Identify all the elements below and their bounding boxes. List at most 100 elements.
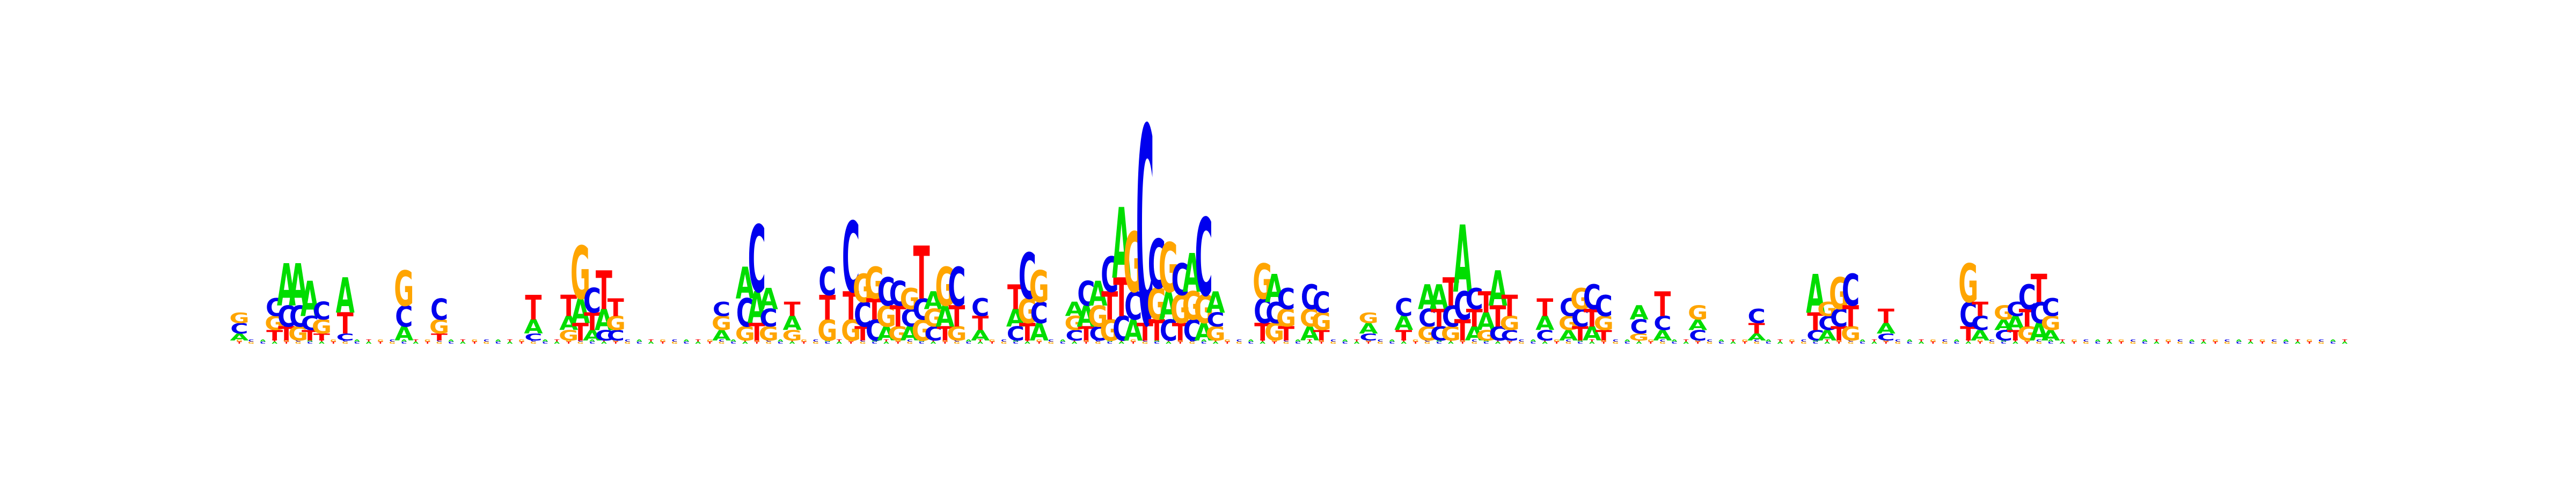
logo-letter: T [1307,339,1313,343]
logo-letter: T [1401,339,1407,343]
logo-letter: C [1007,323,1024,345]
logo-letter: C [919,342,925,345]
logo-letter: T [648,339,654,343]
logo-letter: T [472,342,478,345]
logo-letter: C [1560,294,1577,322]
logo-letter: G [1358,309,1378,327]
logo-letter: G [1413,339,1418,343]
logo-letter: A [2248,342,2254,345]
logo-letter: T [1007,278,1024,317]
logo-letter: T [460,339,466,343]
logo-letter: A [366,342,372,345]
logo-letter: A [401,339,407,343]
logo-letter: C [1148,226,1166,304]
logo-letter: A [824,339,831,343]
logo-letter: C [1378,339,1384,343]
logo-letter: G [1707,342,1713,345]
logo-letter: A [2189,339,2196,343]
logo-letter: T [1319,342,1325,345]
logo-letter: T [848,342,854,345]
logo-letter: G [923,304,943,332]
logo-letter: G [1841,323,1861,345]
logo-letter: A [1683,342,1689,345]
logo-letter: C [636,342,642,345]
logo-letter: T [1119,339,1125,343]
logo-letter: T [913,231,930,316]
logo-letter: G [895,339,901,343]
logo-letter: T [1919,339,1924,343]
logo-letter: C [901,304,919,332]
logo-letter: T [2025,342,2031,345]
logo-letter: A [2095,339,2101,343]
logo-letter: A [1824,342,1831,345]
logo-letter: G [1170,288,1190,333]
logo-letter: C [625,339,631,343]
logo-letter: A [2330,339,2337,343]
logo-letter: T [602,339,608,343]
logo-letter: C [354,342,360,345]
logo-letter: G [331,339,336,343]
logo-letter: C [1630,316,1648,338]
logo-letter: T [990,342,996,345]
logo-letter: T [1831,323,1847,345]
logo-letter: T [784,298,801,321]
logo-letter: T [1536,294,1553,322]
logo-letter: G [236,339,242,343]
logo-letter: G [2177,342,2183,345]
logo-letter: A [736,258,755,309]
logo-letter: C [2095,342,2101,345]
logo-letter: C [589,342,595,345]
logo-letter: C [260,342,266,345]
logo-letter: C [1442,300,1460,333]
logo-letter: C [1501,327,1518,344]
logo-letter: C [1142,339,1148,343]
logo-letter: A [1206,286,1225,320]
logo-letter: C [924,323,942,345]
logo-letter: G [1989,342,1995,345]
logo-letter: G [1817,298,1837,321]
logo-letter: A [1636,342,1643,345]
logo-letter: T [337,307,354,340]
logo-letter: T [413,339,419,343]
logo-letter: G [248,342,254,345]
logo-letter: C [1689,327,1707,344]
logo-letter: G [1554,339,1560,343]
logo-letter: G [876,300,896,333]
logo-letter: T [272,339,278,343]
logo-letter: G [1612,342,1618,345]
logo-letter: T [1213,339,1219,343]
logo-letter: G [1424,342,1430,345]
logo-letter: T [560,289,577,323]
logo-letter: A [977,342,984,345]
logo-letter: C [2048,342,2054,345]
logo-letter: C [1195,196,1212,321]
logo-letter: T [931,339,936,343]
logo-letter: G [1417,323,1437,345]
logo-letter: G [342,342,348,345]
logo-letter: T [1460,342,1466,345]
logo-letter: A [2201,342,2207,345]
logo-letter: G [1276,304,1296,332]
logo-letter: C [1313,286,1330,320]
logo-letter: G [1894,342,1900,345]
logo-letter: G [1753,342,1759,345]
logo-letter: A [460,342,466,345]
logo-letter: C [1830,304,1848,332]
logo-letter: A [759,282,778,316]
logo-letter: T [2031,267,2047,312]
logo-letter: A [648,342,655,345]
logo-letter: T [1272,342,1278,345]
logo-letter: A [307,339,313,343]
logo-letter: T [819,288,836,328]
logo-letter: A [1812,339,1819,343]
logo-letter: C [295,339,301,343]
logo-letter: T [696,339,701,343]
logo-letter: G [1789,339,1795,343]
logo-letter: T [1037,342,1043,345]
logo-letter: A [524,316,543,338]
logo-letter: T [566,342,572,345]
logo-letter: G [1300,304,1320,332]
logo-letter: T [2166,342,2172,345]
logo-letter: G [1018,292,1037,331]
